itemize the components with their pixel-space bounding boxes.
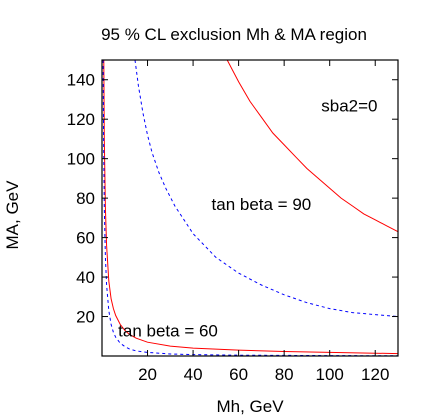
- x-tick-label: 100: [316, 365, 344, 384]
- annotation-label: sba2=0: [321, 96, 377, 115]
- x-tick-label: 60: [229, 365, 248, 384]
- x-axis-label: Mh, GeV: [216, 397, 284, 416]
- y-tick-label: 80: [76, 189, 95, 208]
- y-axis-label: MA, GeV: [3, 180, 22, 250]
- plot-frame: [101, 59, 399, 357]
- x-tick-label: 20: [138, 365, 157, 384]
- y-tick-label: 120: [67, 110, 95, 129]
- series-line-1: [226, 60, 398, 233]
- series-line-4: [102, 60, 398, 356]
- y-tick-label: 40: [76, 268, 95, 287]
- annotation-label: tan beta = 60: [118, 321, 218, 340]
- x-tick-label: 80: [275, 365, 294, 384]
- chart-title: 95 % CL exclusion Mh & MA region: [101, 25, 367, 44]
- y-tick-label: 60: [76, 229, 95, 248]
- y-tick-label: 140: [67, 71, 95, 90]
- series-line-2: [134, 60, 398, 317]
- y-tick-label: 100: [67, 150, 95, 169]
- annotation-label: tan beta = 90: [212, 195, 312, 214]
- x-tick-label: 40: [184, 365, 203, 384]
- plot-area: 20 40 60 80 100 120 20 40 60 80 100 120 140 sba2=0 tan…: [67, 59, 399, 384]
- x-tick-label: 120: [361, 365, 389, 384]
- y-tick-label: 20: [76, 308, 95, 327]
